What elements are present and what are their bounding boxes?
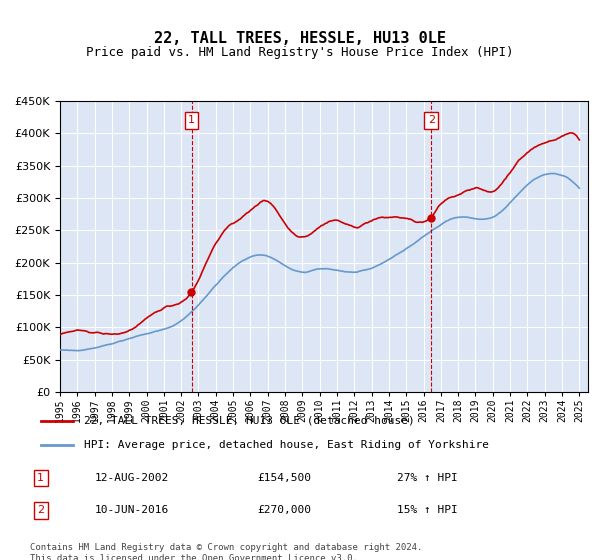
Text: 10-JUN-2016: 10-JUN-2016 [95, 505, 169, 515]
Text: 22, TALL TREES, HESSLE, HU13 0LE: 22, TALL TREES, HESSLE, HU13 0LE [154, 31, 446, 46]
Text: 2: 2 [37, 505, 44, 515]
Text: £270,000: £270,000 [257, 505, 311, 515]
Text: 12-AUG-2002: 12-AUG-2002 [95, 473, 169, 483]
Text: 2: 2 [428, 115, 435, 125]
Text: 22, TALL TREES, HESSLE, HU13 0LE (detached house): 22, TALL TREES, HESSLE, HU13 0LE (detach… [84, 416, 415, 426]
Text: 27% ↑ HPI: 27% ↑ HPI [397, 473, 458, 483]
Text: 15% ↑ HPI: 15% ↑ HPI [397, 505, 458, 515]
Text: 1: 1 [37, 473, 44, 483]
Text: £154,500: £154,500 [257, 473, 311, 483]
Text: HPI: Average price, detached house, East Riding of Yorkshire: HPI: Average price, detached house, East… [84, 440, 489, 450]
Text: Contains HM Land Registry data © Crown copyright and database right 2024.
This d: Contains HM Land Registry data © Crown c… [30, 543, 422, 560]
Text: Price paid vs. HM Land Registry's House Price Index (HPI): Price paid vs. HM Land Registry's House … [86, 46, 514, 59]
Text: 1: 1 [188, 115, 195, 125]
